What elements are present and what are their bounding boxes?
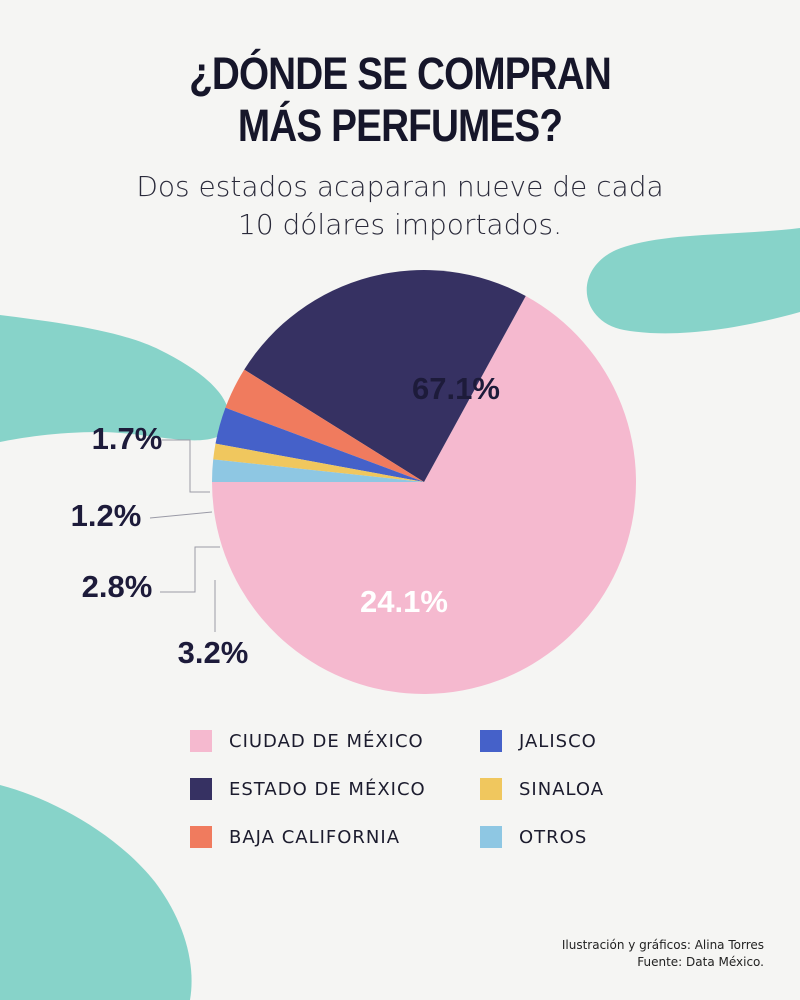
legend-swatch [480, 778, 502, 800]
pie-slice-sinaloa [213, 443, 424, 482]
legend-label: OTROS [519, 826, 588, 848]
chart-legend: CIUDAD DE MÉXICO JALISCO ESTADO DE MÉXICO S… [190, 728, 660, 850]
slice-label-baja-california: 3.2% [178, 635, 249, 670]
leader-line-sinaloa [149, 511, 213, 519]
slice-label-sinaloa: 1.2% [71, 498, 142, 533]
slice-label-estado-de-mexico: 24.1% [360, 584, 448, 619]
legend-item-baja-california: BAJA CALIFORNIA [190, 824, 480, 850]
teal-blob-top-right [586, 228, 800, 334]
legend-swatch [480, 826, 502, 848]
slice-label-otros: 1.7% [92, 421, 163, 456]
legend-item-sinaloa: SINALOA [480, 776, 660, 802]
pie-slice-otros [212, 459, 424, 482]
legend-label: JALISCO [519, 730, 597, 752]
pie-slice-baja-california [225, 369, 424, 482]
legend-item-estado-de-mexico: ESTADO DE MÉXICO [190, 776, 480, 802]
legend-swatch [190, 730, 212, 752]
legend-label: BAJA CALIFORNIA [229, 826, 401, 848]
title-line-1: ¿DÓNDE SE COMPRAN [189, 48, 612, 99]
leader-line-otros [162, 439, 210, 493]
teal-blob-left [0, 315, 230, 442]
subtitle-line-1: Dos estados acaparan nueve de cada [136, 170, 664, 203]
legend-swatch [190, 778, 212, 800]
legend-item-otros: OTROS [480, 824, 660, 850]
legend-item-jalisco: JALISCO [480, 728, 660, 754]
credits-source: Fuente: Data México. [637, 955, 764, 969]
leader-lines [149, 439, 220, 632]
leader-line-jalisco [160, 546, 220, 593]
slice-label-jalisco: 2.8% [82, 569, 153, 604]
legend-swatch [190, 826, 212, 848]
credits-illustration: Ilustración y gráficos: Alina Torres [561, 938, 764, 952]
legend-label: SINALOA [519, 778, 605, 800]
credits: Ilustración y gráficos: Alina Torres Fue… [562, 937, 764, 971]
pie-slice-ciudad-de-mexico [212, 296, 637, 694]
slice-label-ciudad-de-mexico: 67.1% [412, 371, 500, 406]
legend-item-ciudad-de-mexico: CIUDAD DE MÉXICO [190, 728, 480, 754]
slice-labels: 67.1% 24.1% 3.2% 2.8% 1.2% 1.7% [71, 371, 500, 670]
pie-slice-jalisco [215, 407, 424, 482]
pie-slice-estado-de-mexico [244, 269, 526, 482]
legend-label: CIUDAD DE MÉXICO [229, 730, 424, 752]
page-subtitle: Dos estados acaparan nueve de cada 10 dó… [0, 168, 800, 244]
pie-slices [212, 269, 637, 694]
legend-swatch [480, 730, 502, 752]
legend-label: ESTADO DE MÉXICO [229, 778, 426, 800]
subtitle-line-2: 10 dólares importados. [238, 208, 562, 241]
teal-blob-bottom-left [0, 785, 192, 1000]
title-line-2: MÁS PERFUMES? [237, 100, 563, 151]
page-title: ¿DÓNDE SE COMPRAN MÁS PERFUMES? [56, 48, 744, 152]
